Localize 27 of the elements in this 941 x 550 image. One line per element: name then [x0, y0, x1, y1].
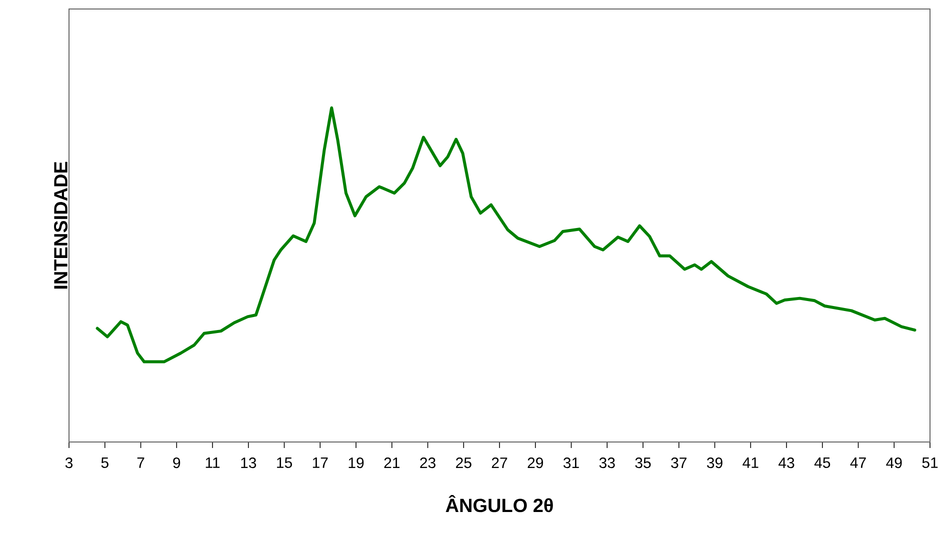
x-tick-label: 39 [706, 458, 722, 468]
x-tick-label: 25 [456, 458, 472, 468]
x-tick-label: 7 [137, 458, 144, 468]
x-tick-label: 31 [563, 458, 579, 468]
x-tick-label: 13 [241, 458, 256, 468]
x-tick-label: 5 [101, 458, 108, 468]
x-tick-label: 29 [528, 458, 544, 468]
x-tick-label: 43 [778, 458, 794, 468]
y-axis-title: INTENSIDADE [54, 162, 68, 289]
x-tick-label: 49 [886, 458, 902, 468]
x-tick-label: 41 [742, 458, 758, 468]
x-tick-label: 21 [384, 458, 400, 468]
x-tick-label: 35 [635, 458, 651, 468]
x-tick-label: 37 [671, 458, 686, 468]
x-tick-label: 17 [312, 458, 328, 468]
x-tick-label: 27 [492, 458, 508, 468]
x-tick-label: 47 [850, 458, 866, 468]
x-tick-label: 9 [173, 458, 180, 468]
x-tick-label: 51 [922, 458, 938, 468]
x-axis-title: ÂNGULO 2θ [446, 494, 553, 512]
x-tick-label: 11 [206, 458, 220, 468]
x-tick-label: 45 [814, 458, 830, 468]
x-tick-label: 3 [65, 458, 73, 468]
x-tick-label: 23 [420, 458, 436, 468]
x-tick-label: 33 [599, 458, 615, 468]
x-tick-label: 15 [277, 458, 292, 468]
x-tick-label: 19 [348, 458, 364, 468]
